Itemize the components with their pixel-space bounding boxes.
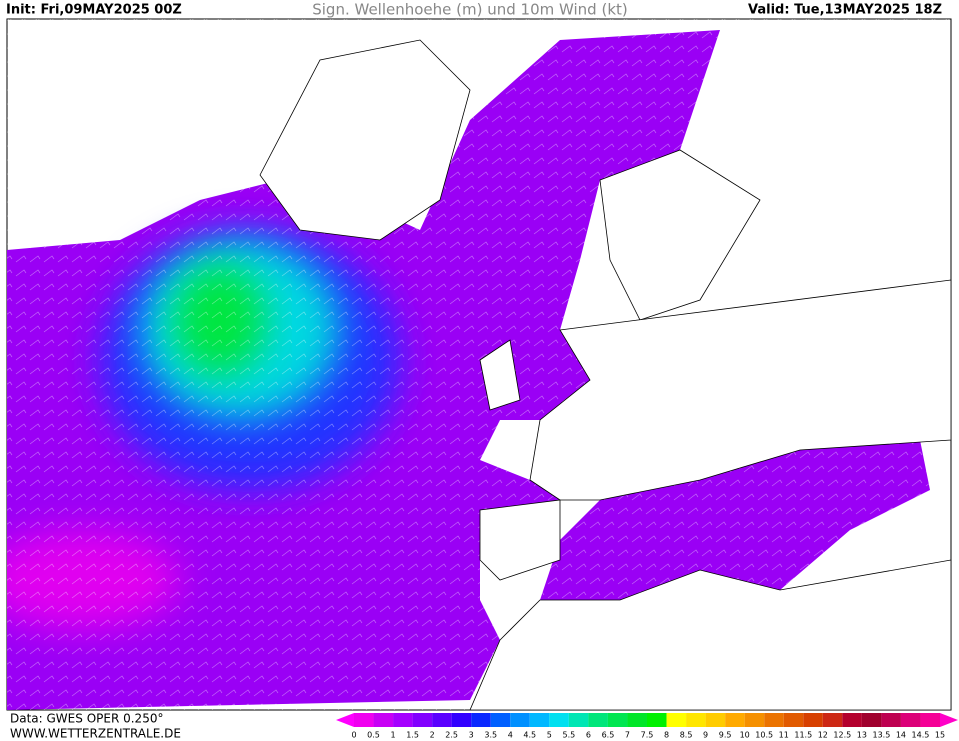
colorbar-segment xyxy=(607,713,628,727)
colorbar-tick-label: 4 xyxy=(508,731,513,740)
colorbar-tick-label: 7 xyxy=(625,731,630,740)
colorbar-tick-label: 5 xyxy=(547,731,552,740)
colorbar-segment xyxy=(549,713,569,727)
colorbar-tick-label: 5.5 xyxy=(562,731,575,740)
colorbar-segment xyxy=(686,713,706,727)
colorbar-segment xyxy=(529,713,550,727)
colorbar-tick-label: 8.5 xyxy=(680,731,693,740)
colorbar-segment xyxy=(490,713,511,727)
colorbar-tick-label: 4.5 xyxy=(523,731,536,740)
valid-time: Valid: Tue,13MAY2025 18Z xyxy=(748,3,942,18)
colorbar-segment xyxy=(803,713,823,727)
colorbar-tick-label: 10 xyxy=(740,731,750,740)
colorbar-tick-label: 0 xyxy=(351,731,356,740)
colorbar-segment xyxy=(744,713,765,727)
colorbar-over xyxy=(940,713,958,727)
colorbar-tick-label: 9.5 xyxy=(719,731,732,740)
colorbar-segment xyxy=(861,713,882,727)
colorbar-tick-label: 11 xyxy=(779,731,789,740)
colorbar-tick-label: 3.5 xyxy=(484,731,497,740)
map xyxy=(6,18,952,711)
colorbar-segment xyxy=(588,713,608,727)
colorbar-segment xyxy=(725,713,745,727)
colorbar-tick-label: 6.5 xyxy=(602,731,615,740)
colorbar-segment xyxy=(647,713,667,727)
map-title: Sign. Wellenhoehe (m) und 10m Wind (kt) xyxy=(312,1,628,19)
colorbar-tick-label: 13.5 xyxy=(872,731,890,740)
colorbar-tick-label: 8 xyxy=(664,731,669,740)
colorbar-segment xyxy=(764,713,784,727)
britain xyxy=(479,339,521,411)
colorbar-segment xyxy=(822,713,843,727)
colorbar-segment xyxy=(393,713,413,727)
iberia xyxy=(479,499,561,581)
colorbar-segment xyxy=(510,713,530,727)
colorbar-tick-label: 10.5 xyxy=(755,731,773,740)
colorbar-tick-label: 6 xyxy=(586,731,591,740)
colorbar-tick-label: 12.5 xyxy=(833,731,851,740)
colorbar-tick-label: 3 xyxy=(469,731,474,740)
colorbar-segment xyxy=(432,713,452,727)
colorbar-tick-label: 2 xyxy=(430,731,435,740)
colorbar-tick-label: 14.5 xyxy=(912,731,930,740)
colorbar-segment xyxy=(451,713,472,727)
colorbar-segment xyxy=(705,713,726,727)
colorbar-segment xyxy=(627,713,647,727)
colorbar-tick-label: 1 xyxy=(391,731,396,740)
colorbar-tick-label: 9 xyxy=(703,731,708,740)
colorbar-segment xyxy=(920,713,940,727)
colorbar-tick-label: 11.5 xyxy=(794,731,812,740)
colorbar: 0 0.5 1 1.5 2 2.5 3 3.5 4 4.5 5 5.5 6 6.5 7 7.5 8 8.5 9 9.5… xyxy=(336,713,958,740)
colorbar-segment xyxy=(881,713,901,727)
colorbar-segment xyxy=(354,713,374,727)
website: WWW.WETTERZENTRALE.DE xyxy=(10,727,181,741)
colorbar-tick-label: 15 xyxy=(935,731,945,740)
colorbar-tick-label: 13 xyxy=(857,731,867,740)
colorbar-segment xyxy=(842,713,862,727)
colorbar-tick-label: 12 xyxy=(818,731,828,740)
wave-field xyxy=(7,19,951,710)
colorbar-under xyxy=(336,713,354,727)
colorbar-segment xyxy=(666,713,687,727)
africa xyxy=(469,559,951,710)
europe xyxy=(529,279,951,501)
colorbar-tick-label: 2.5 xyxy=(445,731,458,740)
init-time: Init: Fri,09MAY2025 00Z xyxy=(6,3,182,18)
greenland xyxy=(259,39,471,241)
colorbar-segment xyxy=(568,713,589,727)
colorbar-segment xyxy=(471,713,491,727)
colorbar-tick-label: 1.5 xyxy=(406,731,419,740)
scandinavia xyxy=(599,149,761,321)
colorbar-tick-label: 14 xyxy=(896,731,906,740)
colorbar-segment xyxy=(900,713,921,727)
colorbar-tick-label: 0.5 xyxy=(367,731,380,740)
colorbar-tick-label: 7.5 xyxy=(641,731,654,740)
colorbar-segment xyxy=(373,713,394,727)
colorbar-segment xyxy=(783,713,804,727)
colorbar-segment xyxy=(412,713,433,727)
data-source: Data: GWES OPER 0.250° xyxy=(10,712,163,726)
